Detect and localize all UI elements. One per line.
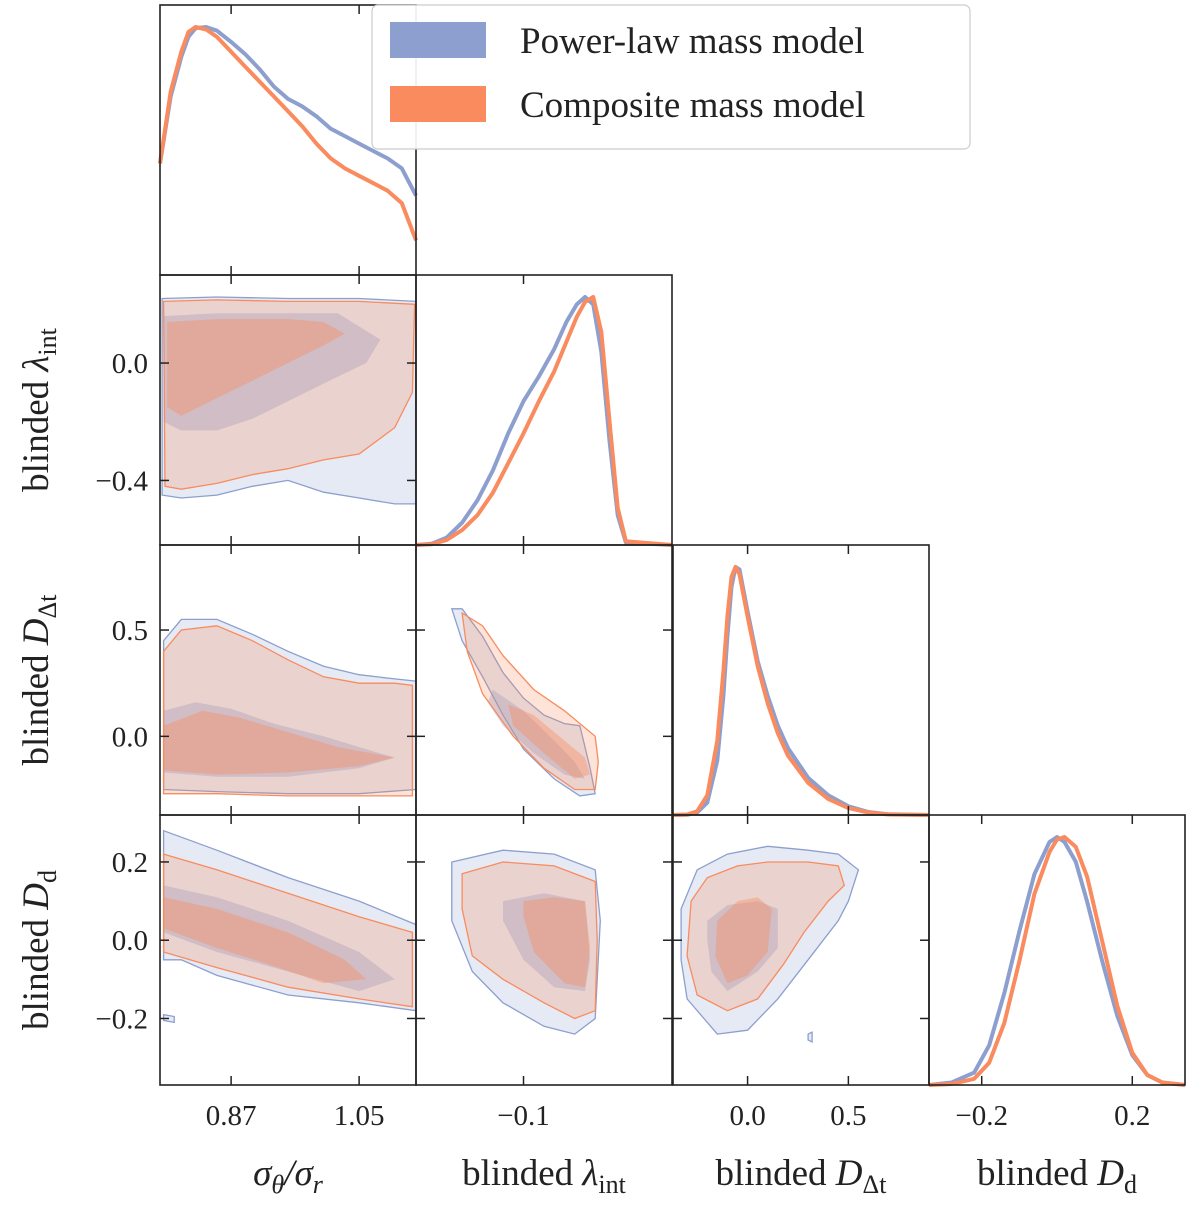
contour-inner-sigma_ratio-D_d-powerlaw xyxy=(163,885,395,992)
panel-frame-D_d-D_d xyxy=(928,814,1186,1086)
contour-outer-D_dt-D_d-powerlaw xyxy=(680,845,860,1035)
panel-frames xyxy=(159,4,1186,1086)
x-tick-label-D_dt: 0.5 xyxy=(830,1100,866,1132)
contour-inner-lambda_int-D_dt-powerlaw xyxy=(487,689,585,779)
label-part: int xyxy=(598,1170,626,1199)
x-tick-label-D_d: −0.2 xyxy=(955,1100,1008,1132)
contour-outer-sigma_ratio-lambda_int-powerlaw xyxy=(161,296,416,505)
legend-swatch xyxy=(390,86,486,122)
panel-frame-lambda_int-D_dt xyxy=(415,544,673,816)
panel-frame-lambda_int-D_d xyxy=(415,814,673,1086)
contour-inner-sigma_ratio-lambda_int-composite xyxy=(167,319,345,416)
label-part: λ xyxy=(581,1153,598,1194)
contour-inner-sigma_ratio-D_d-composite xyxy=(163,897,367,984)
y-tick-label-D_dt: 0.0 xyxy=(112,721,148,753)
y-tick-label-D_d: 0.0 xyxy=(112,925,148,957)
x-axis-label-lambda_int: blinded λint xyxy=(462,1153,626,1199)
contour-outer-sigma_ratio-D_dt-powerlaw xyxy=(162,618,416,795)
contour-outer-lambda_int-D_dt-powerlaw xyxy=(450,608,596,797)
label-part: Δt xyxy=(33,594,62,619)
y-tick-label-D_dt: 0.5 xyxy=(112,615,148,647)
marginal-curve-D_d-powerlaw xyxy=(928,835,1186,1087)
label-part: blinded xyxy=(716,1153,836,1194)
label-part: d xyxy=(33,870,62,883)
contour-outer-sigma_ratio-D_dt-composite xyxy=(162,625,414,797)
marginal-curve-lambda_int-powerlaw xyxy=(415,295,673,547)
contour-fills xyxy=(161,296,860,1044)
x-tick-label-D_d: 0.2 xyxy=(1114,1100,1150,1132)
legend: Power-law mass model Composite mass model xyxy=(371,4,971,150)
y-axis-label-D_d: blinded Dd xyxy=(16,870,62,1030)
contour-outer-sigma_ratio-D_d-composite xyxy=(162,853,414,1008)
label-part: d xyxy=(1124,1170,1137,1199)
label-part: D xyxy=(16,883,57,911)
axis-labels: 0.87 1.05 −0.1 0.0 0.5 −0.2 0.2 −0.4 0.0 0.0 0.5 −0… xyxy=(16,327,1150,1199)
legend-label: Power-law mass model xyxy=(520,21,865,62)
y-tick-label-lambda_int: 0.0 xyxy=(112,348,148,380)
label-part: D xyxy=(835,1153,863,1194)
x-tick-label-sigma_ratio: 1.05 xyxy=(334,1100,385,1132)
label-part: int xyxy=(33,327,62,355)
contour-inner-sigma_ratio-D_dt-powerlaw xyxy=(163,702,395,777)
x-tick-label-D_dt: 0.0 xyxy=(729,1100,765,1132)
panel-frame-lambda_int-lambda_int xyxy=(415,274,673,546)
x-axis-label-D_d: blinded Dd xyxy=(977,1153,1137,1199)
contour-outer-D_dt-D_d-composite xyxy=(686,861,846,1012)
contour-inner-sigma_ratio-lambda_int-powerlaw xyxy=(163,313,381,431)
contour-inner-D_dt-D_d-composite xyxy=(715,897,772,984)
label-part: σ xyxy=(253,1153,273,1194)
contour-outer-lambda_int-D_d-composite xyxy=(461,861,598,1020)
y-tick-label-lambda_int: −0.4 xyxy=(95,465,148,497)
contour-outer-sigma_ratio-D_d-powerlaw xyxy=(162,829,416,1012)
marginal-curve-sigma_ratio-powerlaw xyxy=(158,25,418,197)
contour-outer-lambda_int-D_d-powerlaw xyxy=(451,849,601,1035)
x-axis-label-sigma_ratio: σθ/σr xyxy=(253,1153,324,1199)
label-part: blinded xyxy=(977,1153,1097,1194)
label-part: blinded xyxy=(16,910,57,1030)
label-part: blinded xyxy=(462,1153,582,1194)
y-tick-label-D_d: −0.2 xyxy=(95,1003,148,1035)
label-part: Δt xyxy=(863,1170,888,1199)
contour-inner-lambda_int-D_d-powerlaw xyxy=(503,893,591,992)
marginal-curve-sigma_ratio-composite xyxy=(158,25,418,242)
contour-inner-lambda_int-D_d-composite xyxy=(523,897,591,988)
label-part: θ xyxy=(271,1170,284,1199)
marginal-curve-D_dt-composite xyxy=(672,565,930,817)
contour-outer-lambda_int-D_dt-composite xyxy=(461,611,599,791)
contour-islet-D_dt-D_d-powerlaw xyxy=(807,1031,813,1044)
legend-swatch xyxy=(390,22,486,58)
axis-ticks xyxy=(160,5,1134,1085)
y-axis-label-lambda_int: blinded λint xyxy=(16,327,62,491)
label-part: λ xyxy=(16,356,57,373)
x-axis-label-D_dt: blinded DΔt xyxy=(716,1153,888,1199)
legend-label: Composite mass model xyxy=(520,85,865,126)
marginal-curves xyxy=(158,25,1186,1087)
contour-outer-sigma_ratio-lambda_int-composite xyxy=(162,299,416,490)
legend-box xyxy=(371,4,971,150)
marginal-curve-D_d-composite xyxy=(928,835,1186,1087)
label-part: blinded xyxy=(16,372,57,492)
contour-inner-D_dt-D_d-powerlaw xyxy=(707,901,778,992)
label-part: /σ xyxy=(282,1153,314,1194)
x-tick-label-lambda_int: −0.1 xyxy=(497,1100,550,1132)
contour-inner-sigma_ratio-D_dt-composite xyxy=(163,710,395,775)
label-part: blinded xyxy=(16,645,57,765)
y-axis-label-D_dt: blinded DΔt xyxy=(16,594,62,766)
y-tick-label-D_d: 0.2 xyxy=(112,847,148,879)
label-part: D xyxy=(16,618,57,646)
label-part: D xyxy=(1096,1153,1124,1194)
label-part: r xyxy=(313,1170,324,1199)
contour-inner-lambda_int-D_dt-composite xyxy=(508,704,591,779)
marginal-curve-lambda_int-composite xyxy=(415,295,673,547)
x-tick-label-sigma_ratio: 0.87 xyxy=(206,1100,257,1132)
